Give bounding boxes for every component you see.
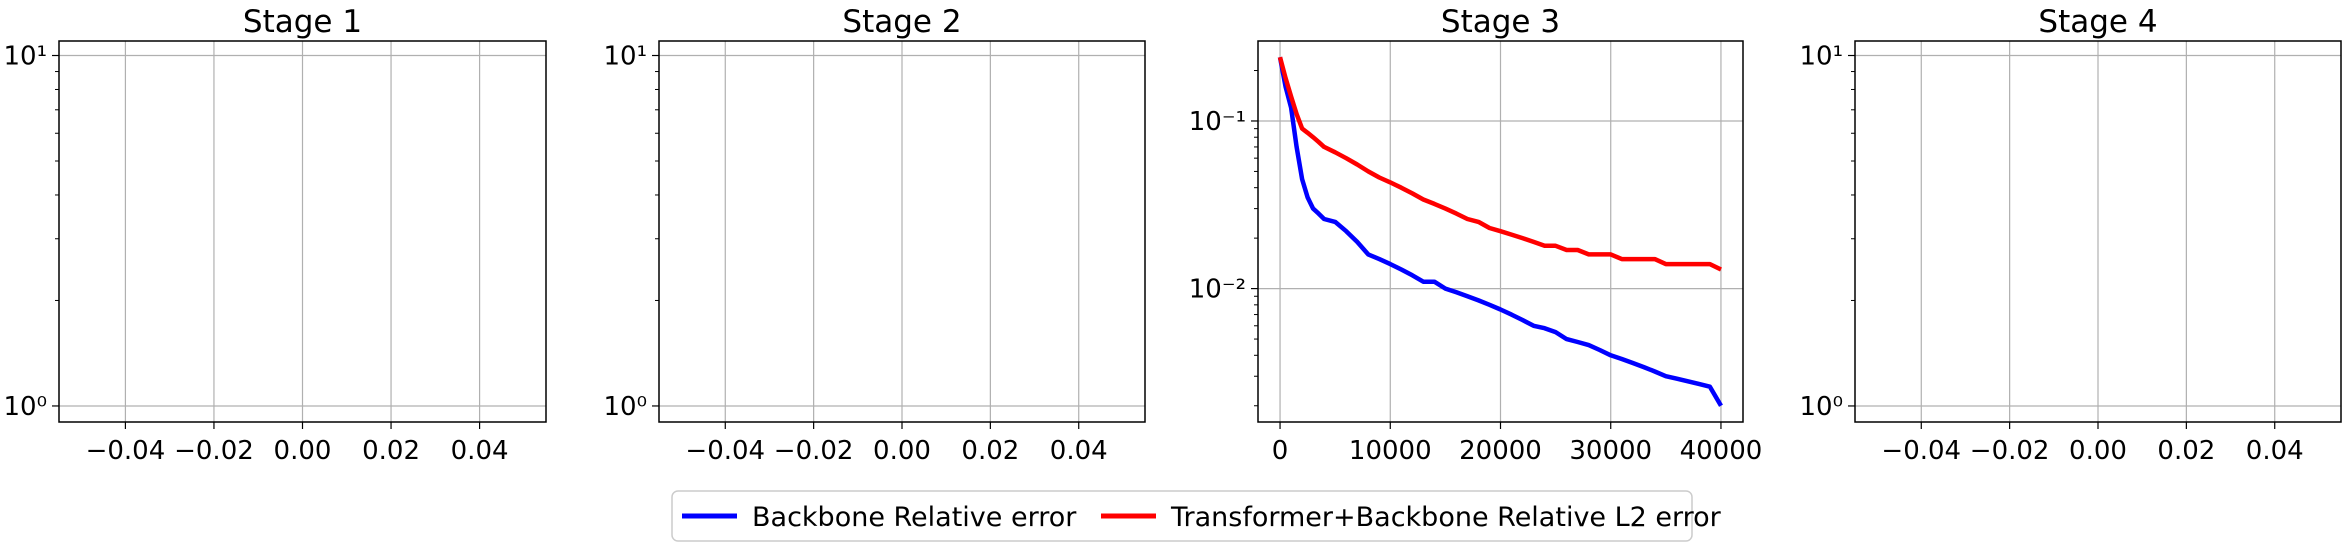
x-tick-label: 30000 xyxy=(1569,436,1652,466)
y-tick-label: 10⁰ xyxy=(603,392,647,422)
x-tick-label: −0.04 xyxy=(685,436,765,466)
y-tick-label: 10⁰ xyxy=(1799,392,1843,422)
axes-frame xyxy=(1854,40,2342,423)
x-tick-label: −0.02 xyxy=(1970,436,2050,466)
y-tick-label: 10¹ xyxy=(603,42,647,72)
x-tick-label: 0.00 xyxy=(2069,436,2127,466)
legend: Backbone Relative error Transformer+Back… xyxy=(671,490,1722,542)
x-tick-label: 0.00 xyxy=(274,436,332,466)
series-line-backbone xyxy=(1277,56,1723,407)
legend-label-backbone: Backbone Relative error xyxy=(752,502,1077,533)
subplot-stage-2: −0.04 −0.02 0.00 0.02 0.04 10⁰ 10¹ Stage 2 xyxy=(603,4,1146,466)
subplot-stage-4: −0.04 −0.02 0.00 0.02 0.04 10⁰ 10¹ Stage 4 xyxy=(1799,4,2342,466)
y-tick-label: 10¹ xyxy=(1799,42,1843,72)
x-tick-label: 20000 xyxy=(1459,436,1542,466)
series-line-transformer-backbone xyxy=(1277,56,1722,272)
x-tick-label: 10000 xyxy=(1349,436,1432,466)
y-tick-label: 10⁻¹ xyxy=(1189,107,1246,137)
x-tick-label: 40000 xyxy=(1680,436,1763,466)
subplot-title: Stage 3 xyxy=(1441,4,1560,40)
subplot-stage-3: 0 10000 20000 30000 40000 10⁻² 10⁻¹ Stage 3 xyxy=(1189,4,1763,466)
legend-frame xyxy=(671,490,1693,542)
x-tick-label: −0.04 xyxy=(86,436,166,466)
x-tick-label: 0.02 xyxy=(961,436,1019,466)
subplot-title: Stage 1 xyxy=(243,4,362,40)
x-tick-label: 0.00 xyxy=(873,436,931,466)
x-tick-label: 0.02 xyxy=(2157,436,2215,466)
y-tick-label: 10¹ xyxy=(3,42,47,72)
x-tick-label: −0.02 xyxy=(174,436,254,466)
subplot-title: Stage 4 xyxy=(2038,4,2157,40)
x-tick-label: 0.04 xyxy=(2246,436,2304,466)
x-tick-label: −0.02 xyxy=(774,436,854,466)
y-tick-label: 10⁰ xyxy=(3,392,47,422)
y-tick-label: 10⁻² xyxy=(1189,275,1246,305)
subplot-stage-1: −0.04 −0.02 0.00 0.02 0.04 10⁰ 10¹ Stage 1 xyxy=(3,4,547,466)
legend-label-transformer: Transformer+Backbone Relative L2 error xyxy=(1170,502,1722,533)
x-tick-label: 0.02 xyxy=(362,436,420,466)
axes-frame xyxy=(58,40,547,423)
x-tick-label: −0.04 xyxy=(1881,436,1961,466)
x-tick-label: 0 xyxy=(1272,436,1289,466)
axes-frame xyxy=(1257,40,1744,423)
axes-frame xyxy=(658,40,1146,423)
subplot-title: Stage 2 xyxy=(842,4,961,40)
x-tick-label: 0.04 xyxy=(451,436,509,466)
x-tick-label: 0.04 xyxy=(1050,436,1108,466)
